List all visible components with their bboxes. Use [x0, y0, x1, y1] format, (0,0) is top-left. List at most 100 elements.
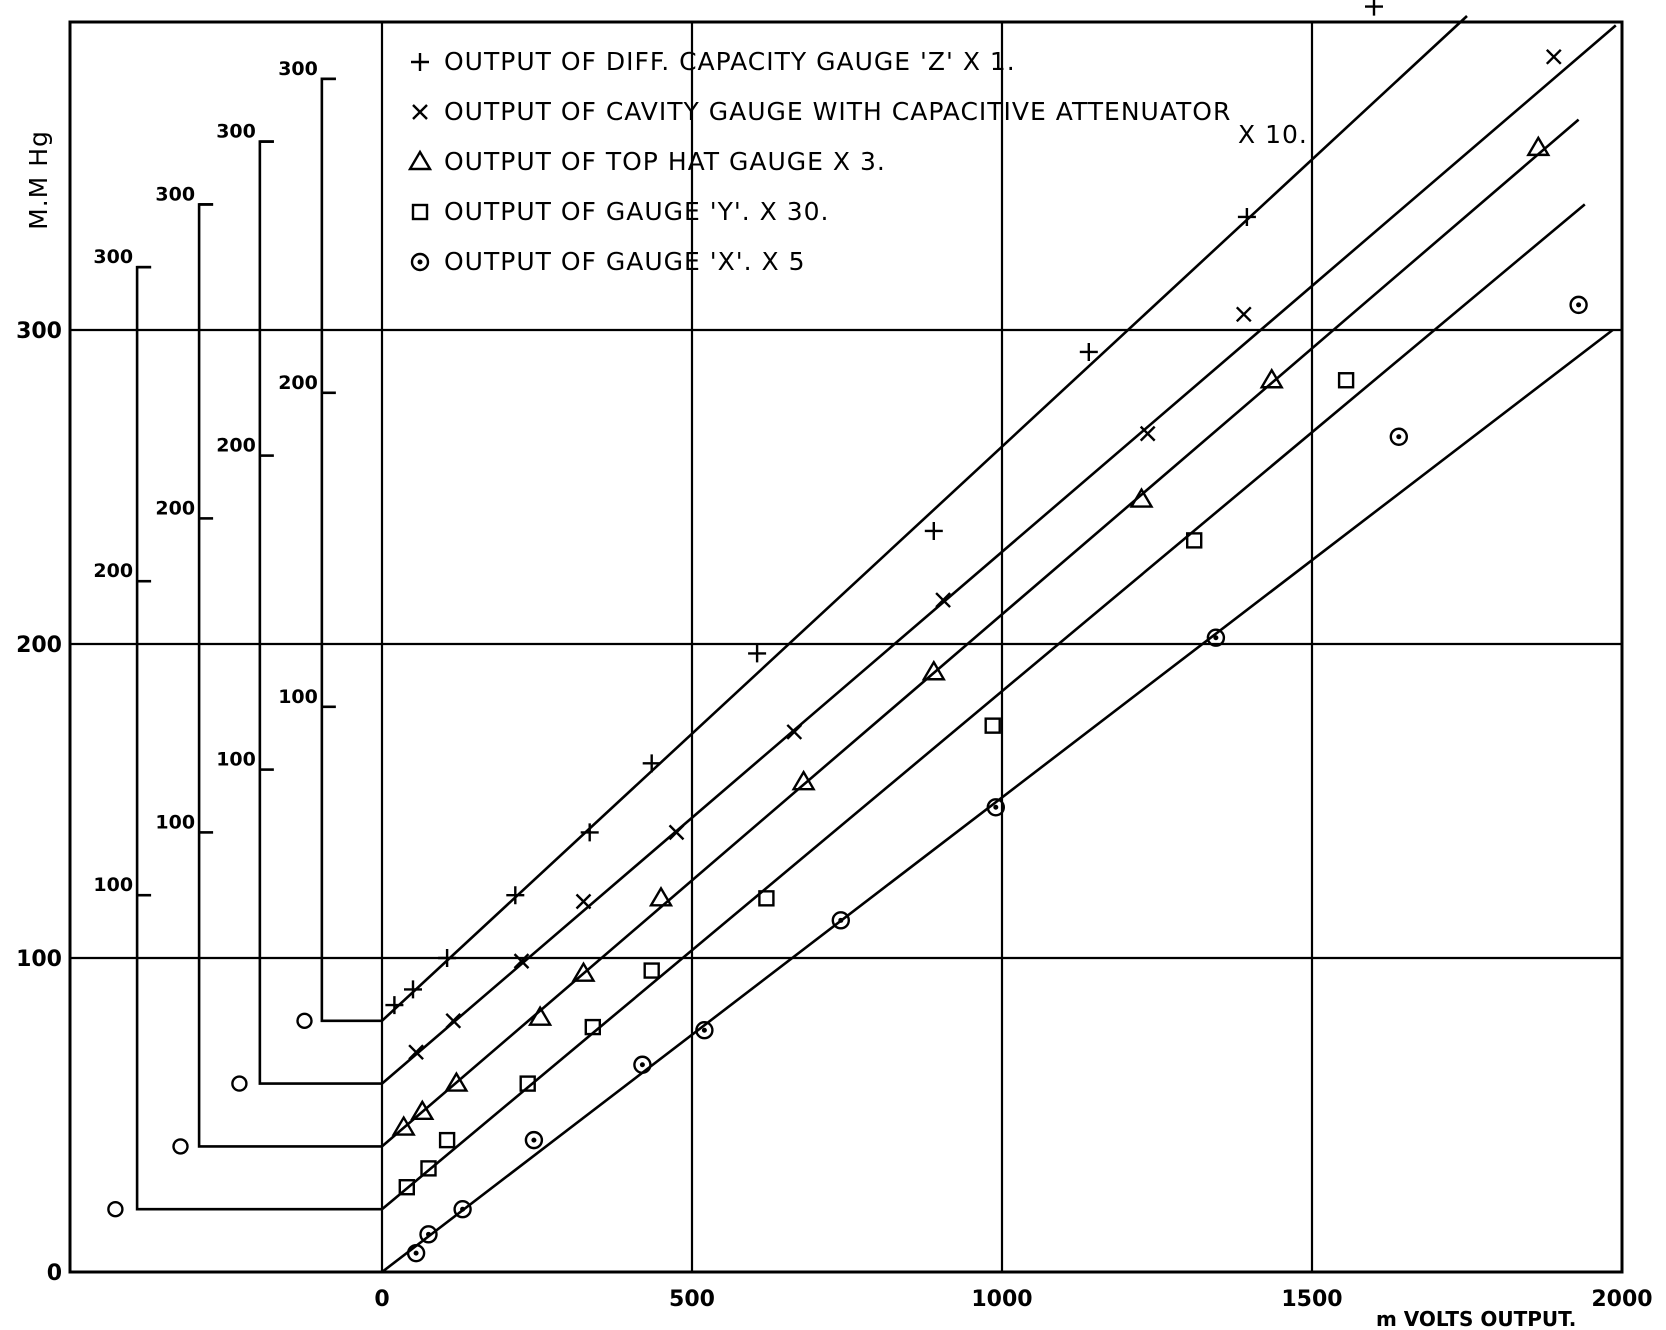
point-s1: [924, 521, 943, 540]
legend-marker-s5: [410, 252, 430, 272]
legend-marker-s3: [407, 149, 433, 171]
point-s5-dot: [993, 804, 999, 810]
legend-marker-s2: [412, 104, 428, 120]
x-tick-label: 0: [374, 1287, 389, 1312]
fit-line-1: [381, 15, 1468, 1022]
offset-axis-tick-label: 100: [216, 749, 256, 771]
point-s3: [791, 769, 816, 791]
point-s3: [648, 885, 674, 907]
point-s5-dot: [1213, 635, 1219, 641]
legend: OUTPUT OF DIFF. CAPACITY GAUGE 'Z' X 1. O…: [407, 47, 1230, 276]
point-s1: [580, 823, 599, 842]
y-tick-label: 300: [16, 319, 62, 344]
y-axis-label: M.M Hg: [24, 130, 53, 230]
point-s1: [642, 754, 661, 773]
point-s5: [695, 1021, 714, 1040]
point-s1: [748, 644, 767, 663]
x-axis-label: m VOLTS OUTPUT.: [1376, 1307, 1576, 1330]
point-s3: [1526, 135, 1551, 157]
offset-axis-tick-label: 100: [155, 811, 195, 833]
offset-axis-tick-label: 100: [93, 874, 133, 896]
point-s5: [633, 1055, 652, 1074]
point-s3: [1259, 367, 1284, 389]
fit-line-4: [381, 203, 1586, 1211]
point-s3: [571, 961, 596, 982]
legend-entry-s1: OUTPUT OF DIFF. CAPACITY GAUGE 'Z' X 1.: [444, 47, 1016, 76]
point-s5-dot: [838, 917, 844, 923]
point-s4: [643, 962, 660, 979]
point-s2: [513, 953, 530, 969]
offset-axis-tick-label: 200: [216, 435, 256, 457]
data-points: [385, 0, 1588, 1263]
point-s4: [519, 1075, 536, 1092]
fit-line-5: [381, 328, 1614, 1274]
x-tick-label: 1500: [1281, 1287, 1342, 1312]
offset-axis-tick-label: 300: [216, 121, 256, 143]
point-s2: [1545, 48, 1562, 65]
point-s1: [1365, 0, 1383, 16]
point-s1: [438, 949, 457, 967]
point-s1: [404, 980, 422, 999]
x-tick-label: 500: [669, 1287, 715, 1312]
point-s5-dot: [460, 1206, 466, 1212]
x-tick-label: 2000: [1591, 1287, 1652, 1312]
offset-axis-zero-marker: [231, 1075, 248, 1092]
point-s4: [758, 890, 775, 907]
point-s3: [410, 1099, 435, 1121]
point-s3: [921, 659, 946, 681]
point-s3: [1129, 487, 1154, 508]
offset-axis-zero-marker: [296, 1012, 313, 1029]
offset-note: X 10.: [1238, 120, 1308, 149]
point-s3: [444, 1071, 469, 1092]
point-s5-dot: [1396, 434, 1402, 440]
point-s1: [1079, 342, 1098, 361]
grid-lines: [68, 20, 1624, 1274]
point-s2: [408, 1044, 424, 1061]
point-s4: [438, 1131, 456, 1149]
fit-line-3: [381, 118, 1580, 1148]
point-s5-dot: [531, 1137, 537, 1143]
point-s4: [1337, 372, 1355, 389]
fit-line-2: [381, 24, 1617, 1085]
point-s2: [668, 824, 685, 841]
point-s5: [1569, 295, 1588, 315]
offset-axis-tick-label: 300: [278, 58, 318, 80]
point-s2: [935, 592, 951, 608]
point-s3: [391, 1115, 416, 1136]
point-s5-dot: [701, 1027, 707, 1033]
point-s1: [1237, 207, 1256, 226]
legend-entry-s3: OUTPUT OF TOP HAT GAUGE X 3.: [444, 147, 886, 176]
legend-entry-s4: OUTPUT OF GAUGE 'Y'. X 30.: [444, 197, 829, 226]
tick-labels: 0 500 1000 1500 2000 0 100 200 300: [16, 319, 1653, 1312]
point-s4: [420, 1160, 437, 1177]
point-s5: [419, 1225, 438, 1244]
legend-entry-s5: OUTPUT OF GAUGE 'X'. X 5: [444, 247, 805, 276]
offset-axis-tick-label: 100: [278, 686, 318, 708]
point-s2: [445, 1012, 462, 1029]
legend-marker-s5-dot: [417, 259, 423, 265]
offset-axis-tick-label: 200: [155, 497, 195, 519]
offset-axis-tick-label: 200: [93, 560, 133, 582]
point-s5-dot: [1576, 302, 1582, 308]
point-s5: [453, 1199, 472, 1219]
point-s5: [1389, 427, 1409, 446]
offset-axis-tick-label: 200: [278, 372, 318, 394]
point-s2: [786, 724, 803, 740]
point-s5-dot: [426, 1231, 431, 1237]
offset-axis-zero-marker: [172, 1138, 189, 1155]
y-tick-label: 100: [16, 947, 62, 972]
point-s2: [1235, 306, 1252, 323]
point-s3: [528, 1005, 553, 1026]
offset-axis-line: [320, 77, 382, 1023]
point-s5: [524, 1130, 544, 1150]
point-s5: [1206, 628, 1226, 647]
point-s5-dot: [639, 1062, 645, 1068]
offset-axis-tick-label: 300: [155, 183, 195, 205]
point-s4: [1185, 532, 1203, 549]
legend-marker-s1: [411, 53, 429, 71]
point-s1: [385, 996, 404, 1015]
x-tick-label: 1000: [971, 1287, 1032, 1312]
y-tick-label: 0: [47, 1261, 62, 1286]
point-s4: [584, 1018, 601, 1036]
